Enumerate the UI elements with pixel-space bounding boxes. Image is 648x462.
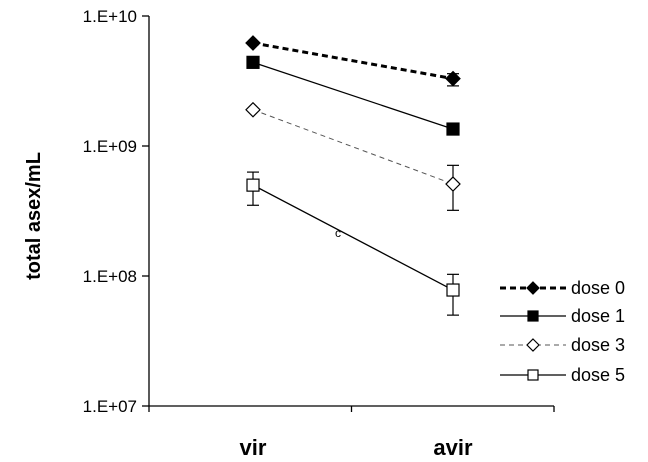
series-line (252, 61, 454, 130)
legend-label: dose 5 (571, 365, 625, 385)
data-point-marker (245, 101, 261, 118)
legend: dose 0 dose 1 dose 3 dose 5 (500, 278, 625, 385)
legend-label: dose 3 (571, 335, 625, 355)
legend-item: dose 1 (500, 306, 625, 326)
data-point-marker (526, 338, 540, 352)
line-annotation: c (335, 226, 341, 240)
data-point-marker (445, 70, 461, 87)
series-line (252, 109, 454, 185)
x-category-label: avir (433, 435, 473, 460)
y-tick-label: 1.E+09 (83, 137, 137, 156)
x-category-label: vir (240, 435, 267, 460)
data-point-marker (527, 369, 539, 381)
y-tick-label: 1.E+08 (83, 267, 137, 286)
legend-item: dose 3 (500, 335, 625, 355)
series-line (252, 184, 454, 291)
series-line (252, 41, 454, 81)
y-tick-label: 1.E+07 (83, 397, 137, 416)
legend-label: dose 1 (571, 306, 625, 326)
data-point-marker (526, 281, 540, 295)
y-axis-title: total asex/mL (23, 152, 45, 280)
data-point-marker (446, 283, 460, 297)
legend-label: dose 0 (571, 278, 625, 298)
plot-area: c (245, 35, 461, 316)
data-point-marker (245, 35, 261, 51)
legend-item: dose 0 (500, 278, 625, 298)
data-point-marker (246, 178, 260, 192)
data-point-marker (527, 310, 539, 322)
data-point-marker (246, 55, 260, 69)
data-point-marker (445, 176, 461, 192)
y-tick-label: 1.E+10 (83, 7, 137, 26)
data-point-marker (446, 122, 460, 136)
axes: 1.E+07 1.E+08 1.E+09 1.E+10 vir avir total ase… (23, 7, 555, 460)
legend-item: dose 5 (500, 365, 625, 385)
